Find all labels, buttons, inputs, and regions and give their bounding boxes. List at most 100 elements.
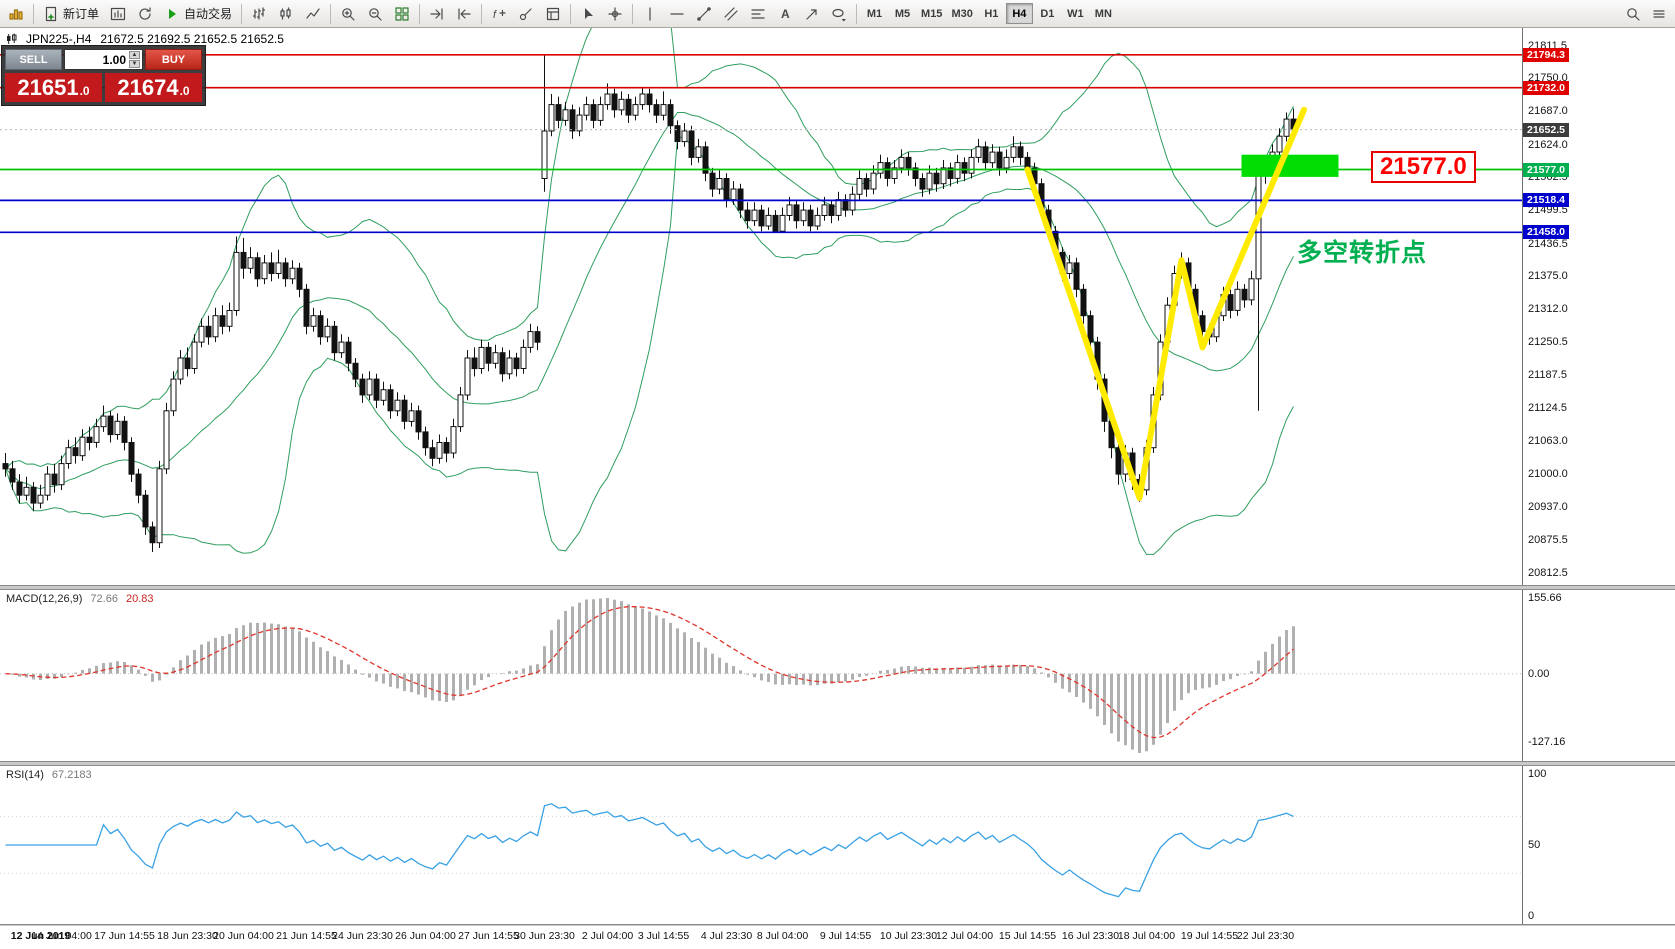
zoom-in-icon[interactable] — [335, 2, 361, 26]
price-tick: 20937.0 — [1528, 501, 1568, 514]
templates-icon[interactable] — [540, 2, 566, 26]
vertical-line-icon[interactable] — [637, 2, 663, 26]
chart-window-icon[interactable] — [105, 2, 131, 26]
arrow-label-icon[interactable] — [799, 2, 825, 26]
autoscroll-icon[interactable] — [424, 2, 450, 26]
timeframe-M30[interactable]: M30 — [947, 3, 976, 24]
time-label: 10 Jul 23:30 — [879, 930, 938, 942]
crosshair-icon[interactable] — [602, 2, 628, 26]
price-tick: 21000.0 — [1528, 468, 1568, 481]
fibonacci-icon[interactable] — [745, 2, 771, 26]
panel-separator[interactable] — [0, 761, 1675, 766]
buy-price[interactable]: 21674 .0 — [105, 73, 202, 102]
price-tick: 21687.0 — [1528, 105, 1568, 118]
price-tick: 20812.5 — [1528, 567, 1568, 580]
price-tick: 21436.5 — [1528, 237, 1568, 250]
tile-windows-icon[interactable] — [389, 2, 415, 26]
buy-button[interactable]: BUY — [145, 49, 202, 70]
new-order-label: 新订单 — [63, 7, 100, 21]
macd-signal-value: 20.83 — [125, 593, 154, 605]
panel-separator[interactable] — [0, 924, 1675, 926]
macd-chart[interactable] — [0, 590, 1522, 761]
refresh-icon[interactable] — [132, 2, 158, 26]
timeframe-M15[interactable]: M15 — [917, 3, 946, 24]
timeframe-W1[interactable]: W1 — [1062, 3, 1089, 24]
turning-point-label: 多空转折点 — [1297, 239, 1428, 267]
volume-spinner: ▲ ▼ — [129, 51, 140, 68]
price-tick: 21250.5 — [1528, 335, 1568, 348]
candlestick-chart-icon[interactable] — [273, 2, 299, 26]
timeframe-H1[interactable]: H1 — [978, 3, 1005, 24]
ohlc-values: 21672.5 21692.5 21652.5 21652.5 — [100, 32, 284, 46]
buy-price-frac: .0 — [179, 84, 190, 98]
volume-up-icon[interactable]: ▲ — [129, 51, 140, 59]
sell-button[interactable]: SELL — [5, 49, 62, 70]
toolbar-separator — [570, 3, 572, 24]
time-label: 17 Jun 14:55 — [94, 930, 155, 942]
volume-down-icon[interactable]: ▼ — [129, 60, 140, 68]
autotrade-button[interactable]: 自动交易 — [159, 2, 237, 26]
timeframe-MN[interactable]: MN — [1090, 3, 1117, 24]
time-label: 24 Jun 23:30 — [332, 930, 393, 942]
panel-separator[interactable] — [0, 585, 1675, 590]
time-label: 18 Jul 04:00 — [1117, 930, 1176, 942]
menu-icon[interactable] — [1646, 2, 1672, 26]
price-chart-panel: JPN225-,H4 21672.5 21692.5 21652.5 21652… — [0, 28, 1675, 585]
time-label: 19 Jul 14:55 — [1180, 930, 1239, 942]
price-tick: 21312.0 — [1528, 303, 1568, 316]
macd-axis: 155.66 0.00 -127.16 — [1522, 590, 1675, 761]
app-icon[interactable] — [3, 2, 29, 26]
timeframe-M1[interactable]: M1 — [861, 3, 888, 24]
time-label: 16 Jul 23:30 — [1061, 930, 1120, 942]
price-tick: 21124.5 — [1528, 402, 1567, 415]
toolbar-separator — [33, 3, 34, 24]
shapes-dropdown-icon[interactable] — [826, 2, 852, 26]
sell-price-main: 21651 — [17, 75, 79, 100]
search-icon[interactable] — [1620, 2, 1646, 26]
volume-value: 1.00 — [102, 52, 126, 67]
timeframe-M5[interactable]: M5 — [889, 3, 916, 24]
price-tick: 21499.5 — [1528, 204, 1568, 217]
indicators-icon[interactable]: f — [486, 2, 512, 26]
horizontal-line-icon[interactable] — [664, 2, 690, 26]
rsi-tick: 100 — [1528, 768, 1547, 780]
rsi-axis: 100 50 0 — [1522, 766, 1675, 924]
volume-input[interactable]: 1.00 ▲ ▼ — [64, 49, 143, 70]
time-axis[interactable]: 12 Jun 2019 14 Jun 04:00 17 Jun 14:55 18 Ju… — [0, 926, 1675, 949]
line-chart-icon[interactable] — [300, 2, 326, 26]
objects-icon[interactable] — [513, 2, 539, 26]
cursor-icon[interactable] — [575, 2, 601, 26]
bar-chart-icon[interactable] — [246, 2, 272, 26]
time-label: 26 Jun 04:00 — [395, 930, 456, 942]
new-order-button[interactable]: 新订单 — [38, 2, 104, 26]
time-label: 30 Jun 23:30 — [514, 930, 575, 942]
price-tag: 21794.3 — [1523, 47, 1569, 62]
zoom-out-icon[interactable] — [362, 2, 388, 26]
rsi-tick: 0 — [1528, 910, 1535, 922]
trendline-icon[interactable] — [691, 2, 717, 26]
toolbar-separator — [419, 3, 421, 24]
timeframe-D1[interactable]: D1 — [1034, 3, 1061, 24]
text-icon[interactable]: A — [772, 2, 798, 26]
rsi-chart[interactable] — [0, 766, 1522, 924]
price-tick: 21063.0 — [1528, 434, 1568, 447]
timeframe-H4[interactable]: H4 — [1005, 3, 1033, 24]
toolbar-separator — [241, 3, 243, 24]
channel-icon[interactable] — [718, 2, 744, 26]
price-tag: 21458.0 — [1523, 225, 1569, 240]
toolbar-separator — [856, 3, 858, 24]
sell-price-frac: .0 — [79, 84, 90, 98]
chart-shift-icon[interactable] — [451, 2, 477, 26]
candlestick-chart[interactable] — [0, 28, 1522, 585]
toolbar-separator — [481, 3, 483, 24]
rsi-tick: 50 — [1528, 839, 1541, 851]
main-toolbar: 新订单 自动交易 — [0, 0, 1675, 28]
symbol-icon — [7, 33, 17, 44]
rsi-value: 67.2183 — [51, 769, 92, 781]
rsi-label: RSI(14) — [6, 769, 44, 781]
macd-tick: -127.16 — [1528, 735, 1566, 748]
sell-price[interactable]: 21651 .0 — [5, 73, 102, 102]
one-click-trading-panel: SELL 1.00 ▲ ▼ BUY 21651 .0 21674 .0 — [1, 45, 206, 106]
time-label: 3 Jul 14:55 — [637, 930, 690, 942]
